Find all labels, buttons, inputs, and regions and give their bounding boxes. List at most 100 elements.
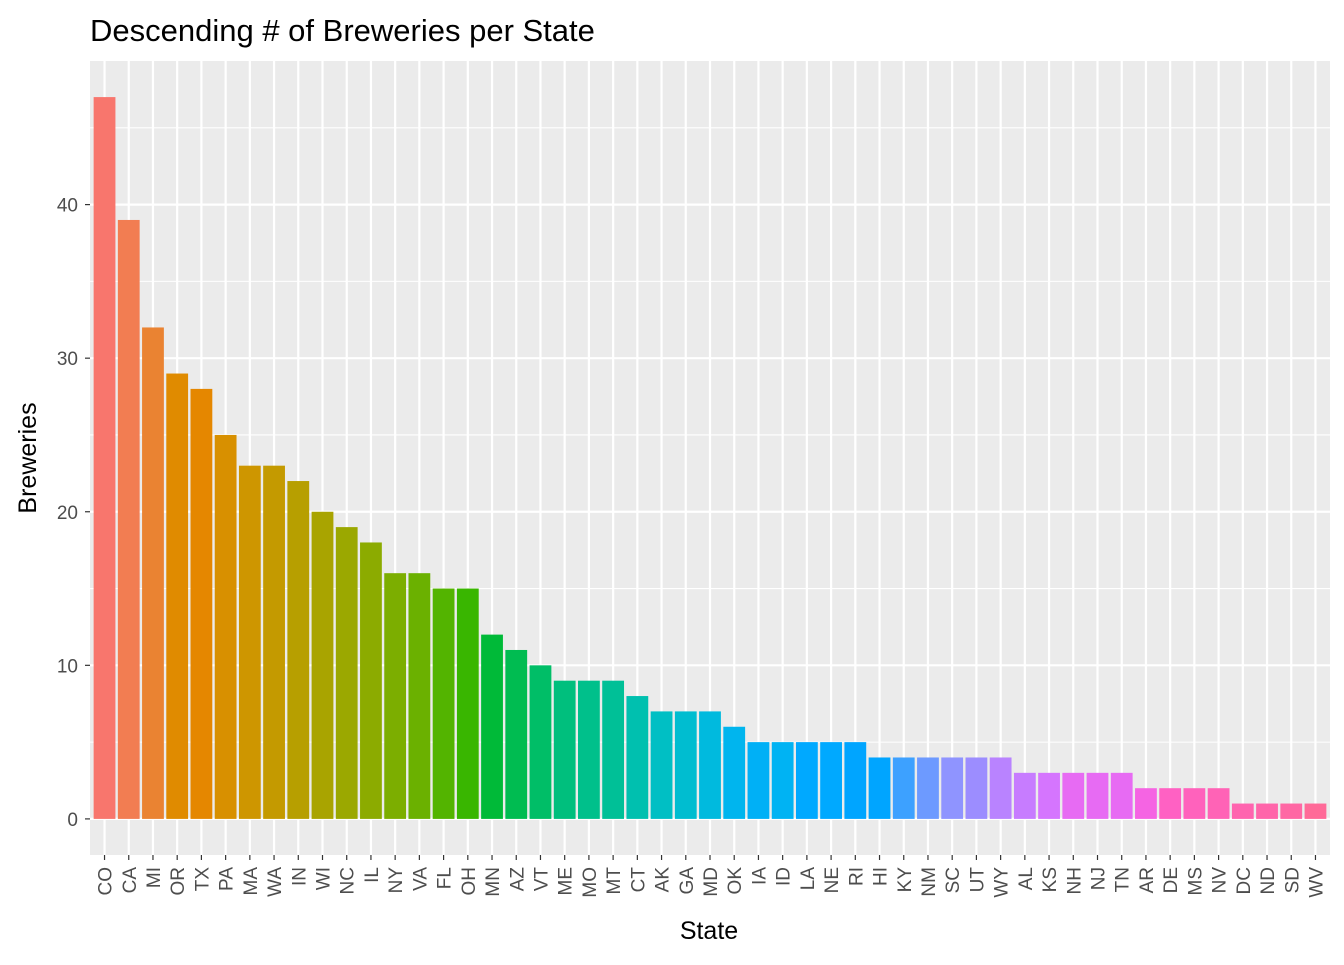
bar-mt — [602, 680, 625, 819]
bar-la — [795, 742, 818, 819]
bar-ok — [723, 726, 746, 819]
x-tick-label: WV — [1306, 867, 1327, 898]
bar-nm — [917, 757, 939, 819]
bar-nd — [1256, 803, 1278, 819]
bar-in — [287, 481, 310, 819]
x-tick-label: NJ — [1089, 867, 1110, 890]
x-tick-label: NV — [1210, 867, 1231, 894]
bar-sd — [1280, 803, 1303, 819]
x-tick-label: VA — [410, 867, 431, 891]
x-tick-label: MN — [483, 867, 504, 897]
x-tick-label: UT — [967, 867, 988, 893]
y-tick-label: 20 — [57, 503, 78, 524]
y-tick-label: 40 — [57, 196, 78, 217]
bar-il — [360, 542, 382, 819]
x-tick-label: CT — [628, 867, 649, 893]
x-tick-label: NE — [822, 867, 843, 893]
x-tick-label: OH — [459, 867, 480, 896]
x-tick-label: NY — [386, 867, 407, 894]
x-tick-label: AZ — [507, 867, 528, 892]
x-tick-label: MS — [1185, 867, 1206, 896]
bar-nv — [1207, 788, 1230, 819]
x-tick-label: MA — [241, 867, 262, 896]
bar-mn — [481, 634, 503, 819]
bar-ia — [747, 742, 770, 819]
bar-dc — [1231, 803, 1254, 819]
x-tick-label: WA — [265, 867, 286, 897]
bar-ut — [965, 757, 988, 819]
x-tick-label: VT — [531, 867, 552, 892]
bar-mi — [142, 327, 164, 819]
bar-fl — [432, 588, 455, 819]
x-tick-label: MI — [144, 867, 165, 888]
x-tick-label: ID — [774, 867, 795, 886]
y-tick-label: 10 — [57, 656, 78, 677]
x-tick-label: LA — [798, 867, 819, 891]
x-tick-label: NC — [338, 867, 359, 894]
x-tick-label: AL — [1016, 867, 1037, 890]
bar-sc — [941, 757, 964, 819]
x-tick-label: RI — [846, 867, 867, 886]
x-axis: CO CA MI OR TX PA MA WA IN WI NC IL NY VA FL OH MN AZ VT ME… — [96, 855, 1327, 898]
x-tick-label: HI — [871, 867, 892, 886]
x-tick-label: NH — [1064, 867, 1085, 894]
bar-az — [505, 649, 528, 819]
bar-tn — [1110, 772, 1133, 819]
bar-id — [771, 742, 794, 819]
bar-ny — [384, 573, 407, 819]
bar-oh — [456, 588, 479, 819]
x-tick-label: OK — [725, 867, 746, 895]
x-tick-label: PA — [217, 867, 238, 891]
y-tick-label: 30 — [57, 349, 78, 370]
bars — [93, 97, 1327, 819]
bar-me — [553, 680, 576, 819]
bar-ma — [238, 465, 261, 819]
bar-mo — [578, 680, 600, 819]
bar-wv — [1304, 803, 1327, 819]
x-tick-label: GA — [677, 867, 698, 895]
x-tick-label: MO — [580, 867, 601, 898]
x-tick-label: NM — [919, 867, 940, 897]
x-tick-label: MD — [701, 867, 722, 897]
bar-ga — [674, 711, 697, 819]
x-tick-label: FL — [435, 867, 456, 889]
bar-wy — [989, 757, 1012, 819]
bar-ms — [1183, 788, 1206, 819]
bar-ct — [626, 696, 649, 819]
x-tick-label: OR — [168, 867, 189, 896]
bar-al — [1013, 772, 1036, 819]
x-tick-label: DE — [1161, 867, 1182, 893]
bar-ks — [1038, 772, 1060, 819]
x-tick-label: TN — [1113, 867, 1134, 892]
bar-nh — [1062, 772, 1085, 819]
bar-ne — [820, 742, 842, 819]
bar-co — [93, 97, 116, 819]
bar-ky — [892, 757, 915, 819]
x-tick-label: DC — [1234, 867, 1255, 894]
chart-title: Descending # of Breweries per State — [90, 13, 595, 48]
x-tick-label: KS — [1040, 867, 1061, 892]
x-tick-label: ME — [556, 867, 577, 896]
x-tick-label: MT — [604, 867, 625, 895]
bar-pa — [214, 434, 237, 819]
x-tick-label: CA — [120, 867, 141, 894]
bar-tx — [190, 388, 213, 819]
bar-nj — [1086, 772, 1109, 819]
x-tick-label: AR — [1137, 867, 1158, 893]
bar-ak — [650, 711, 673, 819]
x-tick-label: IN — [289, 867, 310, 886]
bar-or — [166, 373, 189, 819]
x-tick-label: IL — [362, 867, 383, 883]
bar-ar — [1135, 788, 1157, 819]
bar-nc — [335, 527, 358, 819]
x-axis-title: State — [680, 917, 738, 945]
x-tick-label: IA — [749, 867, 770, 885]
bar-ri — [844, 742, 867, 819]
bar-md — [699, 711, 721, 819]
x-tick-label: ND — [1258, 867, 1279, 894]
bar-vt — [529, 665, 552, 819]
bar-hi — [868, 757, 891, 819]
x-tick-label: SC — [943, 867, 964, 893]
